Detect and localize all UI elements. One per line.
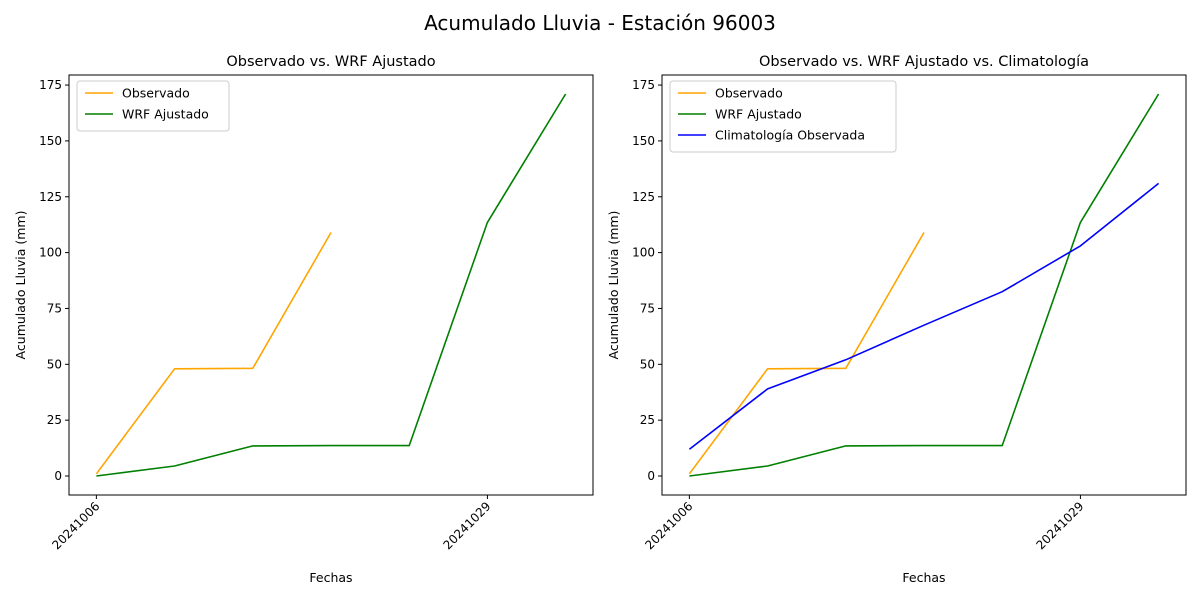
left-y-axis-label: Acumulado Lluvia (mm): [13, 211, 28, 360]
right-y-tick-label: 50: [640, 357, 655, 371]
right-legend-label: Observado: [715, 86, 783, 101]
right-series-line-2: [688, 182, 1160, 450]
left-legend-label: WRF Ajustado: [122, 107, 209, 122]
right-axes-frame: [661, 74, 1187, 496]
left-x-tick-label: 20241029: [440, 499, 493, 552]
right-y-tick-label: 75: [640, 301, 655, 315]
left-legend-box: [76, 80, 230, 132]
left-legend-label: Observado: [122, 86, 190, 101]
left-y-tick-label: 0: [54, 469, 62, 483]
left-y-tick-label: 150: [39, 134, 62, 148]
right-legend-label: WRF Ajustado: [715, 107, 802, 122]
left-y-tick-label: 50: [47, 357, 62, 371]
right-y-axis-label: Acumulado Lluvia (mm): [606, 211, 621, 360]
left-x-tick-label: 20241006: [49, 499, 102, 552]
left-y-tick-label: 75: [47, 301, 62, 315]
right-chart-panel: Observado vs. WRF Ajustado vs. Climatolo…: [606, 54, 1187, 585]
left-x-axis-label: Fechas: [309, 570, 352, 585]
left-chart-panel: Observado vs. WRF Ajustado 0 25 50 75 100 125 1…: [13, 54, 594, 585]
left-y-tick-label: 175: [39, 78, 62, 92]
right-legend-box: [669, 80, 897, 153]
left-series-line-0: [95, 232, 332, 475]
right-y-tick-label: 125: [632, 190, 655, 204]
right-y-tick-label: 150: [632, 134, 655, 148]
right-y-tick-label: 100: [632, 246, 655, 260]
right-x-tick-label: 20241006: [642, 499, 695, 552]
left-series-line-1: [96, 93, 567, 477]
right-y-tick-label: 175: [632, 78, 655, 92]
left-chart-title: Observado vs. WRF Ajustado: [226, 54, 435, 70]
right-x-tick-label: 20241029: [1033, 499, 1086, 552]
right-series-line-1: [689, 93, 1160, 477]
left-y-tick-label: 25: [47, 413, 62, 427]
figure-title: Acumulado Lluvia - Estación 96003: [424, 11, 776, 35]
left-y-tick-label: 100: [39, 246, 62, 260]
right-series-line-0: [688, 232, 925, 475]
right-y-tick-label: 0: [647, 469, 655, 483]
left-axes-frame: [68, 74, 594, 496]
right-chart-title: Observado vs. WRF Ajustado vs. Climatolo…: [759, 54, 1089, 70]
right-y-tick-label: 25: [640, 413, 655, 427]
left-y-tick-label: 125: [39, 190, 62, 204]
right-legend-label: Climatología Observada: [715, 128, 865, 143]
right-x-axis-label: Fechas: [902, 570, 945, 585]
